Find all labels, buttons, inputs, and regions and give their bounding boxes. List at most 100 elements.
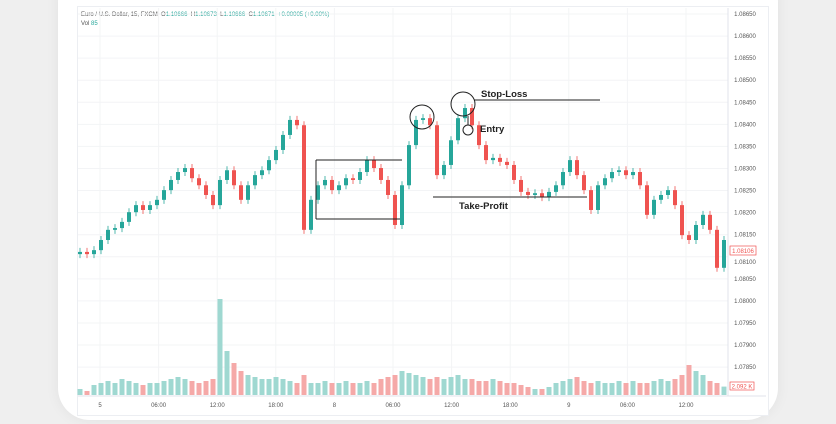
volume-bar [238,371,244,395]
time-tick-label: 06:00 [620,403,636,409]
volume-bar [532,389,538,395]
candle-body [92,250,96,255]
volume-bar [462,379,468,395]
candle-body [316,185,320,200]
volume-bar [287,381,293,395]
volume-bar [189,381,195,395]
time-tick-label: 9 [567,403,571,409]
price-tick-label: 1.08650 [734,12,756,18]
time-tick-label: 06:00 [385,403,401,409]
volume-bar [196,383,202,395]
volume-bar [560,381,566,395]
volume-bar [581,381,587,395]
volume-bar [231,363,237,395]
candle-body [498,157,502,162]
volume-bar [252,377,258,395]
candle-body [218,179,222,206]
volume-bar [693,371,699,395]
volume-bar [301,375,307,395]
symbol-name: Euro / U.S. Dollar, 15, FXCM [81,12,158,18]
volume-bar [210,379,216,395]
time-axis[interactable]: 5 06:00 12:00 18:00 8 06:00 12:00 18:00 9 06:00 12… [98,403,694,409]
volume-bar [441,379,447,395]
entry-circle-marker [462,124,474,136]
close-label: C [248,12,253,18]
price-tick-label: 1.07850 [734,365,756,371]
price-tick-label: 1.08250 [734,189,756,195]
candle-body [701,214,705,225]
volume-bar [651,381,657,395]
chart-legend: Euro / U.S. Dollar, 15, FXCM O1.10666 H1… [81,11,329,29]
volume-bar [84,391,90,395]
volume-bar [679,375,685,395]
change-value: +0.00005 (+0.00%) [277,12,330,18]
volume-bar [98,383,104,395]
volume-bar [91,385,97,395]
volume-bar [308,383,314,395]
price-axis[interactable]: 1.08650 1.08600 1.08550 1.08500 1.08450 1.084… [734,12,756,371]
time-tick-label: 8 [333,403,337,409]
candle-body [666,190,670,195]
stop-loss-circle-marker [450,91,476,117]
candle-body [477,125,481,146]
last-price-tag [729,245,757,256]
volume-bar [77,389,83,395]
price-tick-label: 1.08150 [734,233,756,239]
volume-bar [329,383,335,395]
candle-body [358,172,362,180]
candle-body [533,193,537,195]
volume-bar [553,383,559,395]
entry-label: Entry [480,124,505,135]
candle-body [351,178,355,180]
volume-bar [483,381,489,395]
volume-bar [546,387,552,395]
candle-body [708,214,712,230]
candle-body [435,125,439,176]
volume-bar [658,379,664,395]
high-value: 1.10673 [195,12,217,18]
volume-bar [469,379,475,395]
candle-body [204,185,208,195]
time-tick-label: 12:00 [210,403,226,409]
volume-bar [266,379,272,395]
volume-bar [721,386,727,395]
candle-body [330,179,334,191]
candle-body [540,193,544,198]
candle-body [274,149,278,161]
grid [78,8,728,396]
candle-body [596,185,600,210]
candle-body [442,164,446,176]
candle-body [372,160,376,169]
volume-bar [434,377,440,395]
volume-bar [399,371,405,395]
volume-bar [504,383,510,395]
candle-body [687,235,691,240]
volume-bar [224,351,230,395]
candle-body [582,175,586,191]
open-value: 1.10666 [165,12,188,18]
price-tick-label: 1.08600 [734,34,756,40]
candle-body [428,118,432,126]
candle-body [211,194,215,206]
volume-bar [595,381,601,395]
time-tick-label: 12:00 [678,403,694,409]
candle-body [561,172,565,186]
price-tick-label: 1.08550 [734,56,756,62]
volume-bar [147,383,153,395]
candle-body [113,228,117,230]
volume-bar [574,377,580,395]
candle-body [722,239,726,268]
candle-body [225,170,229,180]
candle-body [400,185,404,225]
candle-body [155,199,159,206]
last-price: 1.08106 [732,249,754,255]
top-circle-marker [409,104,435,130]
volume-bar [336,383,342,395]
volume-bar [700,375,706,395]
low-label: L [220,12,224,18]
volume-bar [140,385,146,395]
volume-bar [644,383,650,395]
candle-body [288,119,292,135]
candle-body [246,185,250,200]
